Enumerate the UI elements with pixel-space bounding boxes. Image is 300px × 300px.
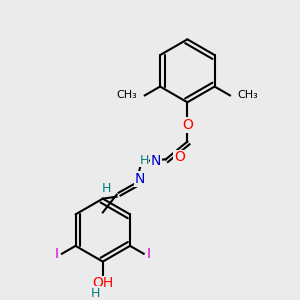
Text: I: I xyxy=(55,247,59,261)
Text: H: H xyxy=(102,182,111,195)
Text: I: I xyxy=(147,247,151,261)
Text: H: H xyxy=(91,286,101,300)
Text: H: H xyxy=(140,154,149,167)
Text: CH₃: CH₃ xyxy=(116,90,137,100)
Text: N: N xyxy=(151,154,161,168)
Text: OH: OH xyxy=(92,276,113,290)
Text: O: O xyxy=(182,118,193,132)
Text: N: N xyxy=(135,172,146,186)
Text: O: O xyxy=(174,150,185,164)
Text: CH₃: CH₃ xyxy=(238,90,259,100)
